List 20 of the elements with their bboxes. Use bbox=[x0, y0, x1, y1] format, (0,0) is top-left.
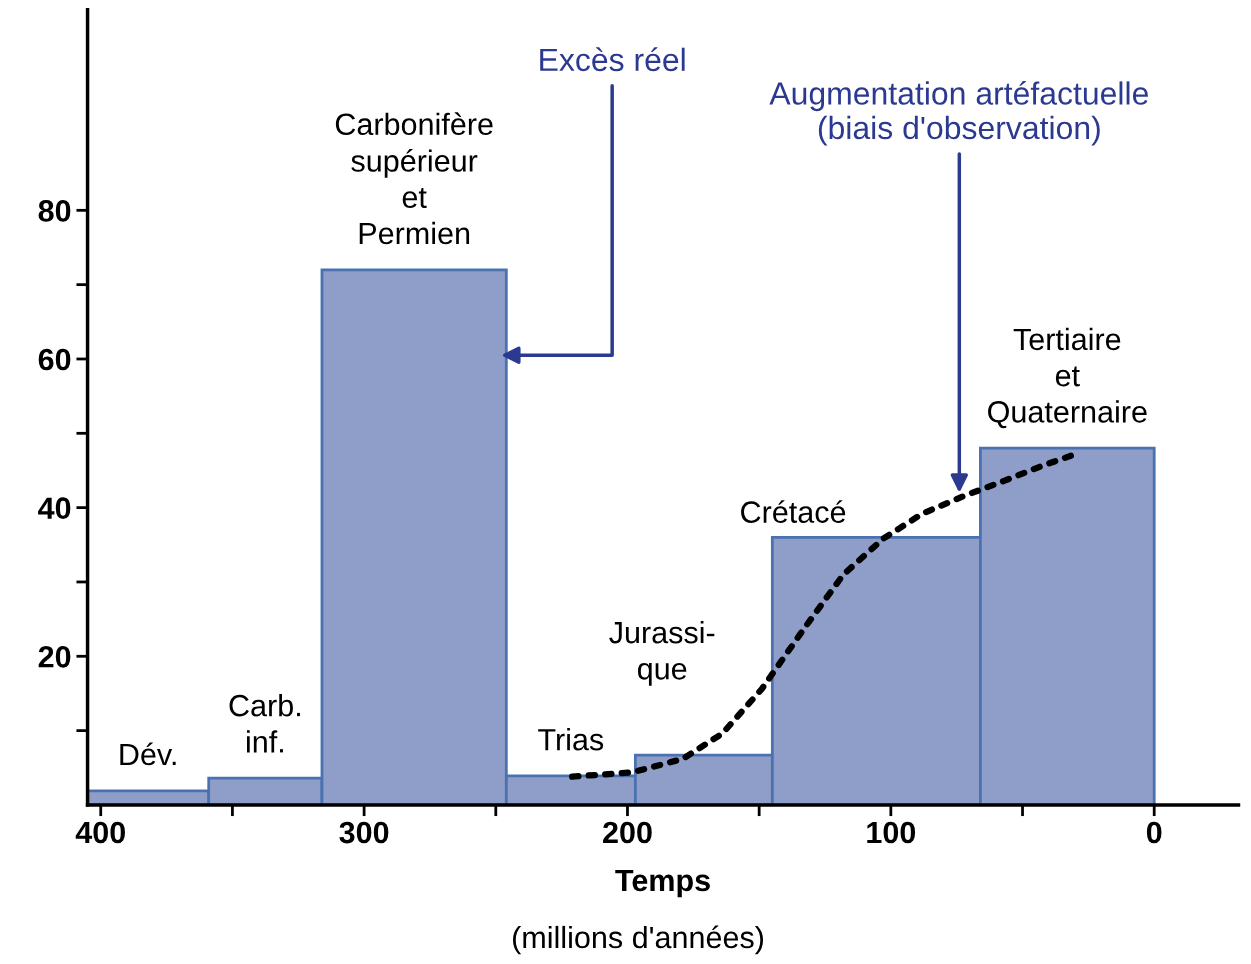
y-tick-label: 20 bbox=[38, 646, 71, 668]
annotation: Jurassi- que bbox=[609, 620, 715, 686]
annotation: Carbonifère supérieur et Permien bbox=[335, 112, 493, 245]
x-tick-label: 300 bbox=[339, 821, 389, 844]
y-tick-label: 40 bbox=[38, 497, 71, 519]
x-tick-label: 100 bbox=[867, 821, 916, 844]
annotation: Crétacé bbox=[741, 500, 846, 523]
annotation: Dév. bbox=[120, 742, 176, 766]
annotation: Tertiaire et Quaternaire bbox=[988, 327, 1147, 429]
x-axis-title: Temps bbox=[615, 869, 710, 898]
x-tick-label: 200 bbox=[603, 821, 652, 844]
x-tick-label: 400 bbox=[75, 821, 125, 844]
x-tick-label: 0 bbox=[1146, 821, 1162, 844]
y-tick-label: 80 bbox=[38, 200, 71, 222]
annotation: Augmentation artéfactuelle (biais d'observation) bbox=[769, 80, 1148, 146]
annotation: Carb. inf. bbox=[229, 694, 300, 753]
y-tick-label: 60 bbox=[38, 348, 71, 371]
text: (millions d'années) bbox=[513, 925, 764, 955]
annotation: Trias bbox=[538, 728, 604, 751]
annotation: Excès réel bbox=[540, 47, 685, 72]
